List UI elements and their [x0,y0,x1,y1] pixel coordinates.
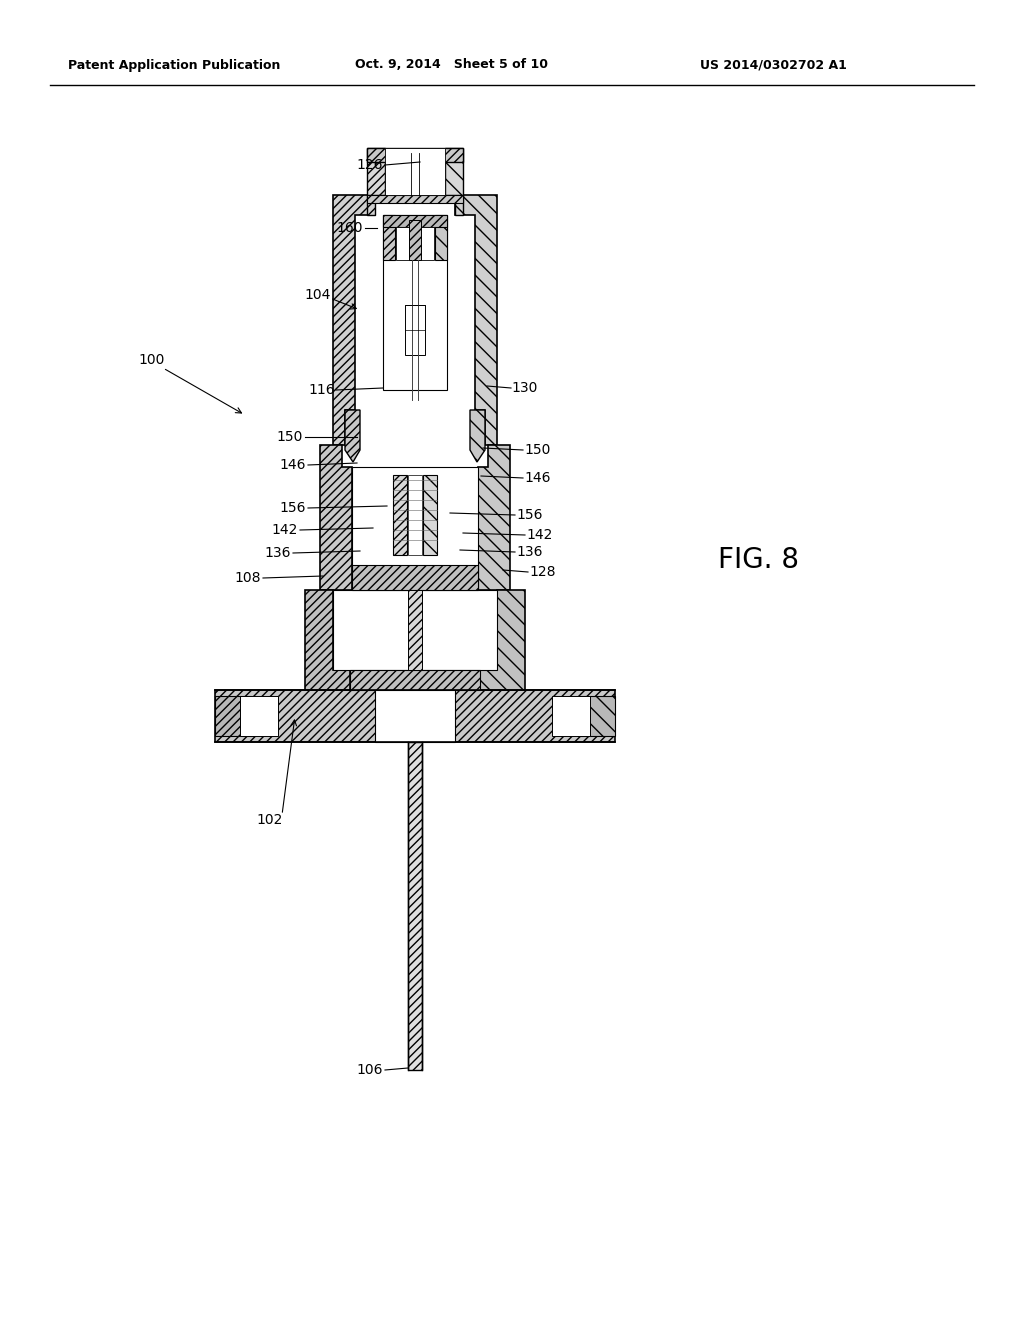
Polygon shape [409,220,421,260]
Polygon shape [352,565,478,590]
Polygon shape [350,671,480,690]
Polygon shape [367,195,463,203]
Text: 142: 142 [271,523,298,537]
Text: 100: 100 [139,352,165,367]
Polygon shape [305,590,350,690]
Text: Patent Application Publication: Patent Application Publication [68,58,281,71]
Bar [396,227,434,260]
Bar [352,467,478,590]
Polygon shape [445,148,463,195]
Bar [385,148,445,195]
Text: 126: 126 [356,158,383,172]
Polygon shape [345,411,360,462]
Text: 136: 136 [265,546,291,560]
Text: 116: 116 [308,383,335,397]
Polygon shape [408,742,422,1071]
Text: Oct. 9, 2014   Sheet 5 of 10: Oct. 9, 2014 Sheet 5 of 10 [355,58,548,71]
Bar [406,305,425,355]
Text: 108: 108 [234,572,261,585]
Text: 130: 130 [512,381,539,395]
Text: FIG. 8: FIG. 8 [718,546,799,574]
Polygon shape [435,215,447,260]
Text: 150: 150 [525,444,551,457]
Polygon shape [480,590,525,690]
Text: 142: 142 [526,528,553,543]
Polygon shape [383,215,447,227]
Bar [333,590,497,671]
Text: 102: 102 [257,813,284,828]
Polygon shape [408,590,422,671]
Text: 160: 160 [337,220,364,235]
Bar [552,696,590,737]
Text: 106: 106 [356,1063,383,1077]
Polygon shape [423,475,437,554]
Polygon shape [367,195,375,215]
Polygon shape [367,148,463,162]
Polygon shape [319,445,352,590]
Polygon shape [578,696,615,737]
Polygon shape [215,690,615,742]
Text: US 2014/0302702 A1: US 2014/0302702 A1 [700,58,847,71]
Text: 128: 128 [529,565,556,579]
Bar [383,215,447,389]
Text: 146: 146 [524,471,551,484]
Bar [375,690,455,742]
Text: 150: 150 [276,430,303,444]
Polygon shape [455,195,463,215]
Text: 156: 156 [280,502,306,515]
Bar [408,475,422,554]
Polygon shape [367,148,385,195]
Polygon shape [383,215,395,260]
Text: 136: 136 [517,545,544,558]
Text: 146: 146 [280,458,306,473]
Polygon shape [478,445,510,590]
Polygon shape [470,411,485,462]
Text: 156: 156 [517,508,544,521]
Polygon shape [333,195,375,445]
Text: 104: 104 [305,288,331,302]
Polygon shape [215,696,252,737]
Polygon shape [455,195,497,445]
Polygon shape [393,475,407,554]
Bar [240,696,278,737]
